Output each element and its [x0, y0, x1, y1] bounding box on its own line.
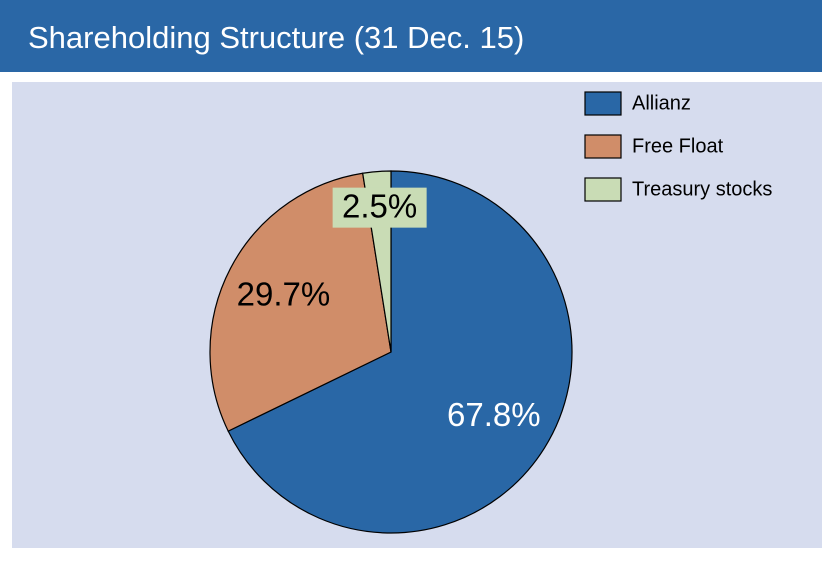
data-label: 29.7% [237, 276, 331, 313]
pie-slice [227, 170, 573, 534]
legend-label: Treasury stocks [632, 178, 772, 200]
pie-slice [209, 172, 392, 432]
data-label: 67.8% [447, 396, 541, 433]
legend-swatch [584, 134, 622, 159]
legend-swatch [584, 91, 622, 116]
data-label: 2.5% [342, 187, 417, 224]
label-background [332, 187, 427, 228]
chart-title: Shareholding Structure (31 Dec. 15) [28, 20, 524, 55]
title-bar [0, 0, 822, 72]
legend-label: Free Float [632, 135, 724, 157]
legend-label: Allianz [632, 92, 691, 114]
legend-swatch [584, 177, 622, 202]
